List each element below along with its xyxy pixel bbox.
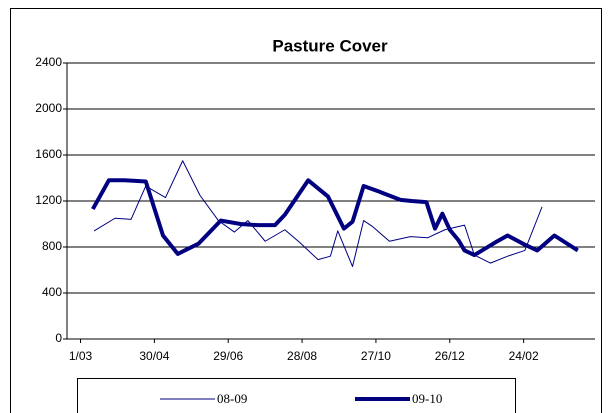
- y-tick-label: 800: [42, 239, 62, 253]
- y-tick-label: 2400: [35, 55, 62, 69]
- chart-title: Pasture Cover: [272, 36, 388, 55]
- x-tick-label: 27/10: [361, 349, 391, 363]
- y-tick-label: 1600: [35, 147, 62, 161]
- series-line: [91, 178, 579, 258]
- y-tick-label: 2000: [35, 101, 62, 115]
- series-line: [93, 160, 543, 268]
- x-tick-label: 30/04: [139, 349, 169, 363]
- legend-label: 09-10: [412, 391, 442, 406]
- x-tick-label: 24/02: [509, 349, 539, 363]
- x-tick-label: 29/06: [213, 349, 243, 363]
- x-tick-label: 28/08: [287, 349, 317, 363]
- x-tick-label: 1/03: [69, 349, 93, 363]
- x-tick-label: 26/12: [435, 349, 465, 363]
- y-tick-label: 1200: [35, 193, 62, 207]
- legend-box: [77, 378, 516, 413]
- chart-border: [10, 8, 602, 413]
- y-tick-label: 400: [42, 285, 62, 299]
- legend-label: 08-09: [217, 391, 247, 406]
- y-tick-label: 0: [55, 331, 62, 345]
